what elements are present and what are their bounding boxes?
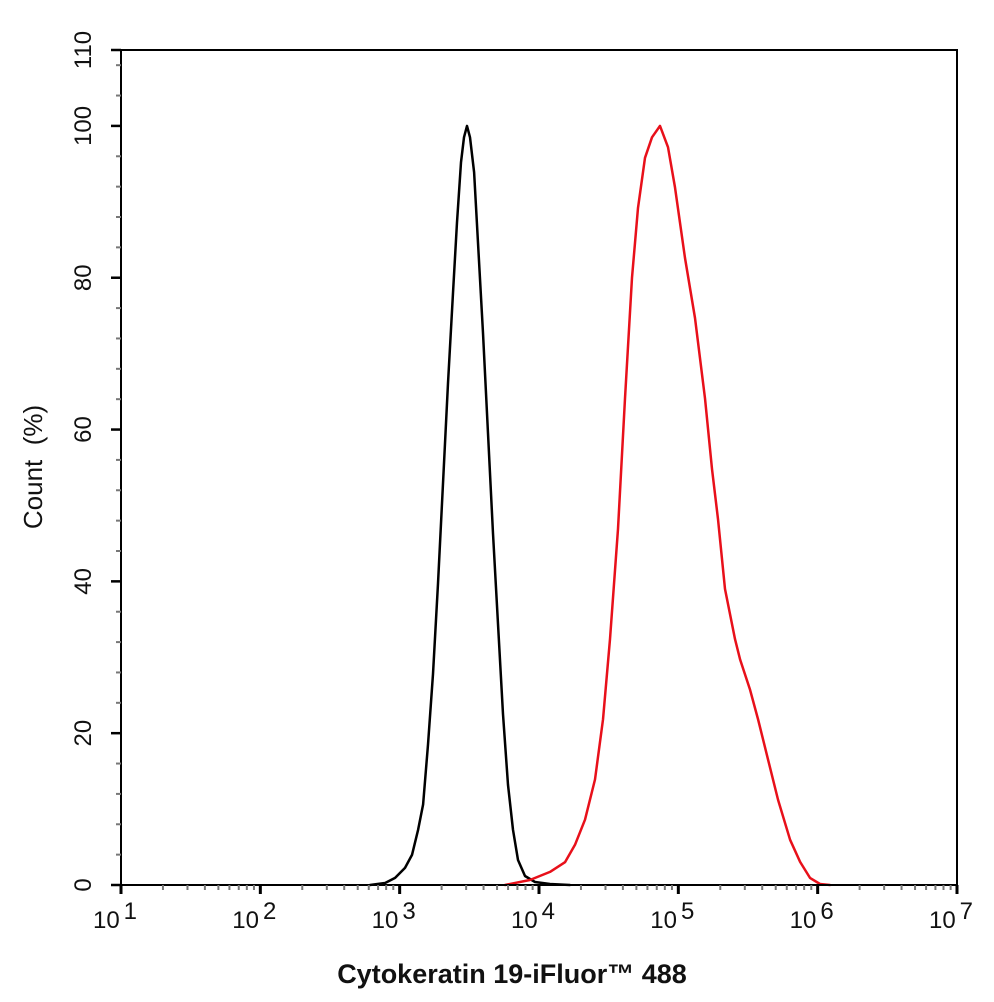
x-tick-label: 10 6 [790,898,834,934]
x-tick-base: 10 [511,907,538,934]
x-tick-base: 10 [790,907,817,934]
y-axis-title: Count (%) [18,405,48,529]
y-tick-label: 40 [70,568,97,595]
y-tick-label: 100 [70,106,97,146]
y-tick-label: 0 [70,878,97,891]
x-tick-base: 10 [650,907,677,934]
x-tick-exponent: 6 [820,898,833,925]
y-tick-label: 20 [70,720,97,747]
x-tick-label: 10 4 [511,898,555,934]
x-tick-label: 10 5 [650,898,694,934]
y-tick-label: 60 [70,416,97,443]
x-tick-label: 10 1 [93,898,137,934]
x-tick-exponent: 3 [402,898,415,925]
x-tick-exponent: 7 [960,898,973,925]
x-tick-label: 10 7 [929,898,973,934]
x-tick-base: 10 [929,907,956,934]
series-layer [368,124,832,887]
plot-frame [120,49,958,886]
y-tick-label: 80 [70,264,97,291]
x-tick-base: 10 [232,907,259,934]
y-tick-label: 110 [70,31,97,69]
stained-histogram-line [503,124,832,887]
control-histogram-line [368,124,572,887]
x-tick-exponent: 5 [681,898,694,925]
x-tick-exponent: 2 [263,898,276,925]
x-tick-exponent: 4 [542,898,555,925]
x-tick-base: 10 [372,907,399,934]
x-tick-exponent: 1 [124,898,137,925]
x-tick-base: 10 [93,907,120,934]
x-tick-label: 10 2 [232,898,276,934]
x-tick-label: 10 3 [372,898,416,934]
x-axis-title: Cytokeratin 19-iFluor™ 488 [337,959,687,989]
